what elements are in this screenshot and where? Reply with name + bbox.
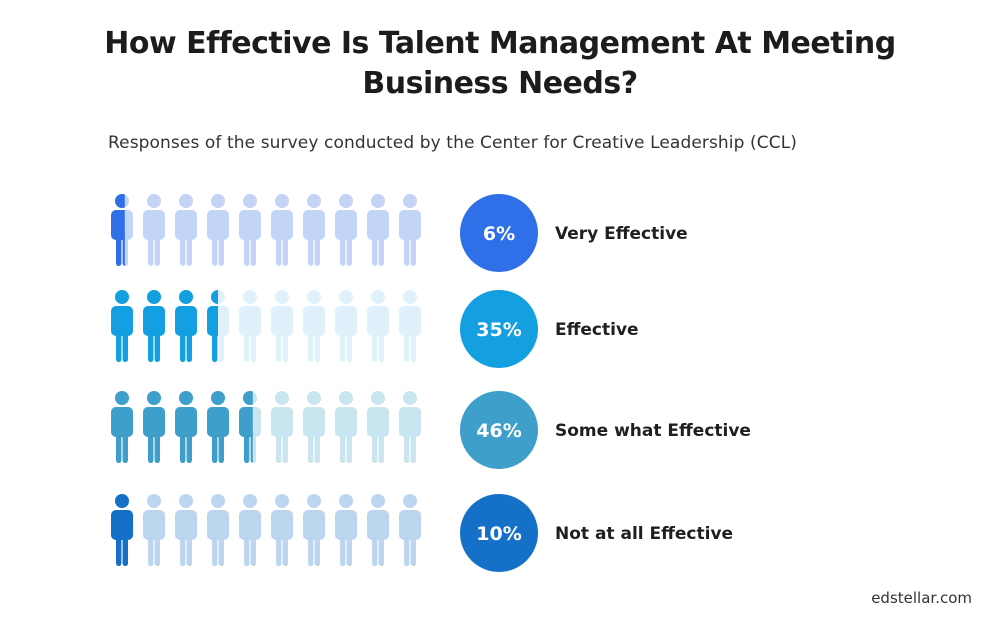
value-badge bbox=[460, 290, 538, 368]
pictograph-row bbox=[111, 494, 421, 566]
category-label: Effective bbox=[555, 320, 639, 340]
person-icon bbox=[239, 494, 261, 566]
person-icon bbox=[271, 391, 293, 463]
person-icon bbox=[335, 494, 357, 566]
person-icon bbox=[303, 290, 325, 362]
person-icon bbox=[239, 290, 261, 362]
person-icon bbox=[143, 391, 165, 463]
subtitle: Responses of the survey conducted by the… bbox=[108, 133, 798, 153]
person-icon bbox=[303, 494, 325, 566]
person-icon bbox=[399, 494, 421, 566]
value-badge bbox=[460, 494, 538, 572]
person-icon bbox=[367, 290, 389, 362]
pictograph-row bbox=[111, 391, 421, 463]
person-icon bbox=[175, 290, 197, 362]
person-icon bbox=[143, 194, 165, 266]
person-icon bbox=[111, 391, 133, 463]
person-icon bbox=[335, 391, 357, 463]
person-icon bbox=[399, 290, 421, 362]
person-icon bbox=[111, 494, 133, 566]
person-icon bbox=[143, 290, 165, 362]
title-line-1: How Effective Is Talent Management At Me… bbox=[104, 26, 896, 61]
person-icon bbox=[175, 194, 197, 266]
person-icon bbox=[335, 194, 357, 266]
person-icon bbox=[271, 494, 293, 566]
source-credit: edstellar.com bbox=[871, 589, 972, 607]
value-label: 46% bbox=[476, 420, 521, 442]
person-icon bbox=[335, 290, 357, 362]
person-icon bbox=[303, 391, 325, 463]
category-label: Very Effective bbox=[555, 224, 688, 244]
person-icon bbox=[111, 194, 133, 266]
person-icon bbox=[143, 494, 165, 566]
title-line-2: Business Needs? bbox=[362, 66, 638, 101]
person-icon bbox=[111, 290, 133, 362]
person-icon bbox=[175, 494, 197, 566]
person-icon bbox=[239, 391, 261, 463]
pictograph-row bbox=[111, 194, 421, 266]
person-icon bbox=[367, 494, 389, 566]
person-icon bbox=[399, 194, 421, 266]
person-icon bbox=[207, 194, 229, 266]
person-icon bbox=[207, 391, 229, 463]
person-icon bbox=[271, 194, 293, 266]
person-icon bbox=[367, 194, 389, 266]
category-label: Not at all Effective bbox=[555, 524, 733, 544]
person-icon bbox=[399, 391, 421, 463]
person-icon bbox=[367, 391, 389, 463]
person-icon bbox=[175, 391, 197, 463]
person-icon bbox=[207, 290, 229, 362]
person-icon bbox=[207, 494, 229, 566]
pictograph-row bbox=[111, 290, 421, 362]
person-icon bbox=[271, 290, 293, 362]
value-label: 35% bbox=[476, 319, 521, 341]
page-title: How Effective Is Talent Management At Me… bbox=[0, 24, 1000, 104]
value-badge bbox=[460, 194, 538, 272]
value-label: 10% bbox=[476, 523, 521, 545]
value-label: 6% bbox=[483, 223, 515, 245]
value-badge bbox=[460, 391, 538, 469]
category-label: Some what Effective bbox=[555, 421, 751, 441]
person-icon bbox=[239, 194, 261, 266]
person-icon bbox=[303, 194, 325, 266]
